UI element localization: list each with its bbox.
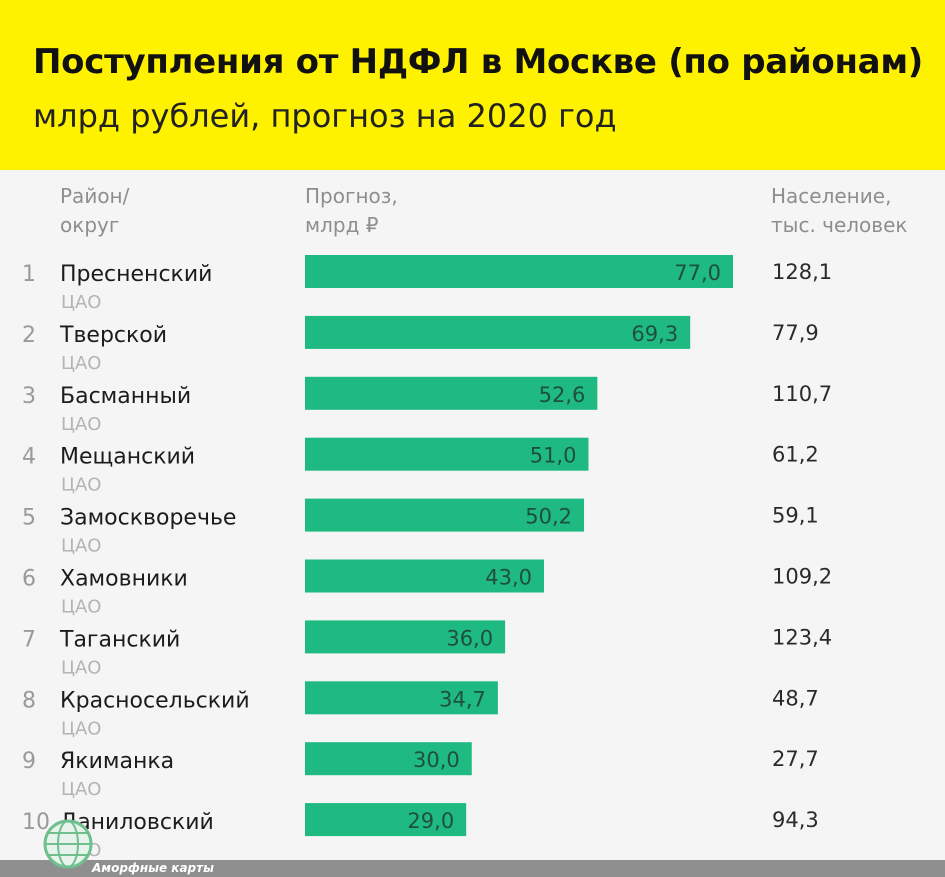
column-header-forecast-line2: млрд ₽ — [305, 213, 379, 237]
footer-watermark-text: Аморфные карты — [92, 861, 214, 875]
district-name: Пресненский — [60, 262, 212, 287]
row-rank: 2 — [22, 323, 36, 348]
forecast-value-label: 51,0 — [530, 444, 577, 468]
forecast-value-label: 43,0 — [485, 566, 532, 590]
okrug-label: ЦАО — [61, 292, 101, 313]
district-name: Красносельский — [60, 688, 250, 713]
forecast-bar — [305, 376, 598, 410]
forecast-bar — [305, 620, 506, 654]
forecast-value-label: 34,7 — [439, 687, 486, 711]
forecast-bar — [305, 315, 691, 349]
forecast-value-label: 30,0 — [413, 748, 460, 772]
column-header-forecast: Прогноз, млрд ₽ — [305, 182, 398, 240]
district-name: Басманный — [60, 384, 191, 409]
population-value: 61,2 — [772, 443, 819, 467]
okrug-label: ЦАО — [61, 779, 101, 800]
column-header-district-line1: Район/ — [60, 184, 130, 208]
page-title: Поступления от НДФЛ в Москве (по районам… — [33, 42, 924, 82]
column-header-population: Население, тыс. человек — [771, 182, 907, 240]
forecast-bar — [305, 742, 472, 776]
column-header-population-line1: Население, — [771, 184, 892, 208]
okrug-label: ЦАО — [61, 718, 101, 739]
forecast-value-label: 52,6 — [539, 383, 586, 407]
row-rank: 6 — [22, 567, 36, 592]
forecast-bar — [305, 255, 733, 288]
row-rank: 10 — [22, 810, 50, 835]
district-name: Замоскворечье — [60, 506, 236, 531]
okrug-label: ЦАО — [61, 414, 101, 435]
forecast-value-label: 69,3 — [631, 322, 678, 346]
page-subtitle: млрд рублей, прогноз на 2020 год — [33, 97, 617, 135]
forecast-bar — [305, 498, 585, 532]
district-name: Якиманка — [60, 749, 174, 774]
row-rank: 3 — [22, 384, 36, 409]
okrug-label: ЦАО — [61, 536, 101, 557]
forecast-bar — [305, 559, 545, 593]
forecast-value-label: 50,2 — [525, 505, 572, 529]
forecast-bar — [305, 437, 589, 471]
header-banner: Поступления от НДФЛ в Москве (по районам… — [0, 0, 945, 170]
district-name: Хамовники — [60, 567, 188, 592]
population-value: 128,1 — [772, 260, 832, 284]
forecast-value-label: 77,0 — [674, 261, 721, 285]
population-value: 123,4 — [772, 625, 832, 649]
okrug-label: ЦАО — [61, 353, 101, 374]
population-value: 27,7 — [772, 747, 819, 771]
okrug-label: ЦАО — [61, 657, 101, 678]
district-name: Мещанский — [60, 445, 195, 470]
district-name: Тверской — [59, 323, 167, 348]
population-value: 109,2 — [772, 565, 832, 589]
row-rank: 5 — [22, 506, 36, 531]
forecast-value-label: 29,0 — [407, 809, 454, 833]
footer-bar: Аморфные карты — [0, 860, 945, 877]
population-value: 48,7 — [772, 686, 819, 710]
column-header-district-line2: округ — [60, 213, 120, 237]
district-name: Таганский — [59, 627, 180, 652]
globe-logo-icon — [43, 819, 93, 869]
row-rank: 7 — [22, 627, 36, 652]
row-rank: 1 — [22, 262, 36, 287]
okrug-label: ЦАО — [61, 475, 101, 496]
row-rank: 8 — [22, 688, 36, 713]
forecast-bar — [305, 681, 498, 715]
row-rank: 4 — [22, 445, 36, 470]
column-header-district: Район/ округ — [60, 182, 129, 240]
forecast-value-label: 36,0 — [446, 626, 493, 650]
population-value: 59,1 — [772, 504, 819, 528]
forecast-bar — [305, 803, 467, 837]
row-rank: 9 — [22, 749, 36, 774]
column-header-forecast-line1: Прогноз, — [305, 184, 398, 208]
population-value: 110,7 — [772, 382, 832, 406]
population-value: 94,3 — [772, 808, 819, 832]
okrug-label: ЦАО — [61, 597, 101, 618]
column-header-population-line2: тыс. человек — [771, 213, 908, 237]
population-value: 77,9 — [772, 321, 819, 345]
